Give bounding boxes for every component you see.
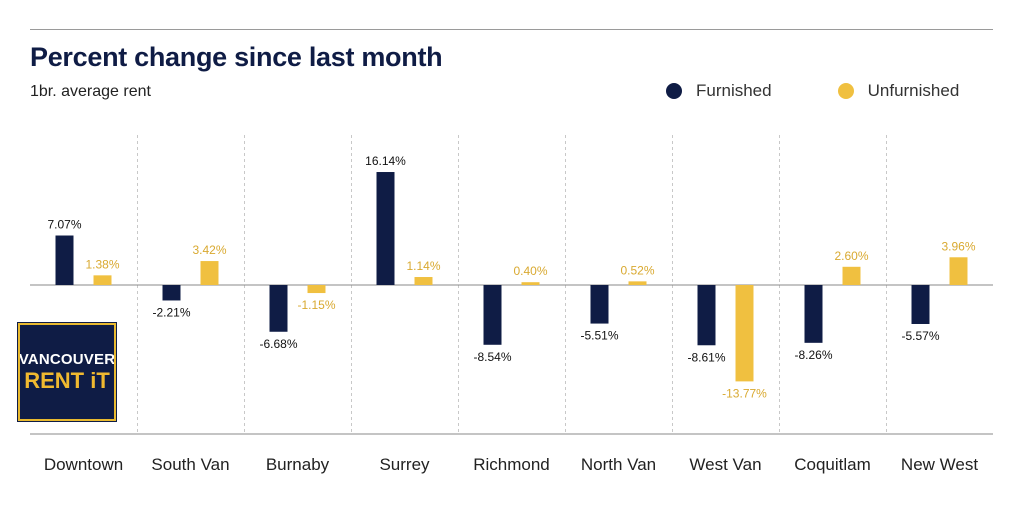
legend-label-unfurnished: Unfurnished bbox=[867, 81, 960, 100]
vancouver-rent-it-logo: VANCOUVER RENT iT bbox=[14, 319, 120, 425]
data-label-furnished: -8.26% bbox=[794, 348, 832, 362]
data-label-furnished: -6.68% bbox=[259, 337, 297, 351]
data-label-furnished: 7.07% bbox=[47, 218, 81, 232]
chart-title: Percent change since last month bbox=[30, 42, 443, 72]
bar-furnished bbox=[804, 285, 823, 343]
category-label: Downtown bbox=[44, 455, 123, 474]
category-label: Coquitlam bbox=[794, 455, 871, 474]
data-label-furnished: 16.14% bbox=[365, 154, 406, 168]
data-label-unfurnished: -13.77% bbox=[722, 386, 767, 400]
bar-furnished bbox=[590, 285, 609, 324]
bar-furnished bbox=[55, 235, 74, 285]
category-label: New West bbox=[901, 455, 978, 474]
bar-unfurnished bbox=[735, 285, 754, 382]
bar-unfurnished bbox=[307, 285, 326, 294]
chart-subtitle: 1br. average rent bbox=[30, 83, 151, 100]
legend-item-unfurnished: Unfurnished bbox=[837, 81, 960, 101]
data-label-unfurnished: 0.40% bbox=[513, 264, 547, 278]
bar-unfurnished bbox=[414, 277, 433, 285]
data-label-unfurnished: 0.52% bbox=[620, 263, 654, 277]
bar-unfurnished bbox=[521, 282, 540, 285]
chart-legend: Furnished Unfurnished bbox=[666, 81, 959, 101]
category-label: North Van bbox=[581, 455, 656, 474]
bar-furnished bbox=[697, 285, 716, 346]
legend-item-furnished: Furnished bbox=[666, 81, 772, 101]
legend-swatch-unfurnished bbox=[837, 83, 854, 99]
data-label-unfurnished: 3.96% bbox=[941, 239, 975, 253]
data-label-furnished: -8.61% bbox=[687, 350, 725, 364]
logo-line2: RENT iT bbox=[24, 368, 110, 393]
category-label: Burnaby bbox=[266, 455, 330, 474]
top-rule bbox=[30, 29, 993, 30]
data-label-furnished: -2.21% bbox=[152, 305, 190, 319]
bar-furnished bbox=[376, 172, 395, 285]
data-label-furnished: -5.57% bbox=[901, 329, 939, 343]
data-label-unfurnished: 1.14% bbox=[406, 259, 440, 273]
bar-unfurnished bbox=[93, 275, 112, 285]
bar-unfurnished bbox=[949, 257, 968, 285]
bar-unfurnished bbox=[628, 281, 647, 285]
bar-furnished bbox=[911, 285, 930, 324]
data-label-unfurnished: 3.42% bbox=[192, 243, 226, 257]
category-label: West Van bbox=[689, 455, 761, 474]
data-label-unfurnished: -1.15% bbox=[297, 298, 335, 312]
data-label-unfurnished: 2.60% bbox=[834, 249, 868, 263]
legend-label-furnished: Furnished bbox=[696, 81, 772, 100]
bar-furnished bbox=[483, 285, 502, 345]
category-label: Surrey bbox=[379, 455, 430, 474]
legend-swatch-furnished bbox=[666, 83, 682, 99]
bar-furnished bbox=[162, 285, 181, 301]
bar-furnished bbox=[269, 285, 288, 332]
category-label: South Van bbox=[151, 455, 229, 474]
bar-unfurnished bbox=[200, 261, 219, 285]
data-label-furnished: -8.54% bbox=[473, 350, 511, 364]
data-label-furnished: -5.51% bbox=[580, 329, 618, 343]
category-label: Richmond bbox=[473, 455, 550, 474]
data-label-unfurnished: 1.38% bbox=[85, 257, 119, 271]
logo-line1: VANCOUVER bbox=[18, 351, 116, 368]
bar-unfurnished bbox=[842, 266, 861, 285]
